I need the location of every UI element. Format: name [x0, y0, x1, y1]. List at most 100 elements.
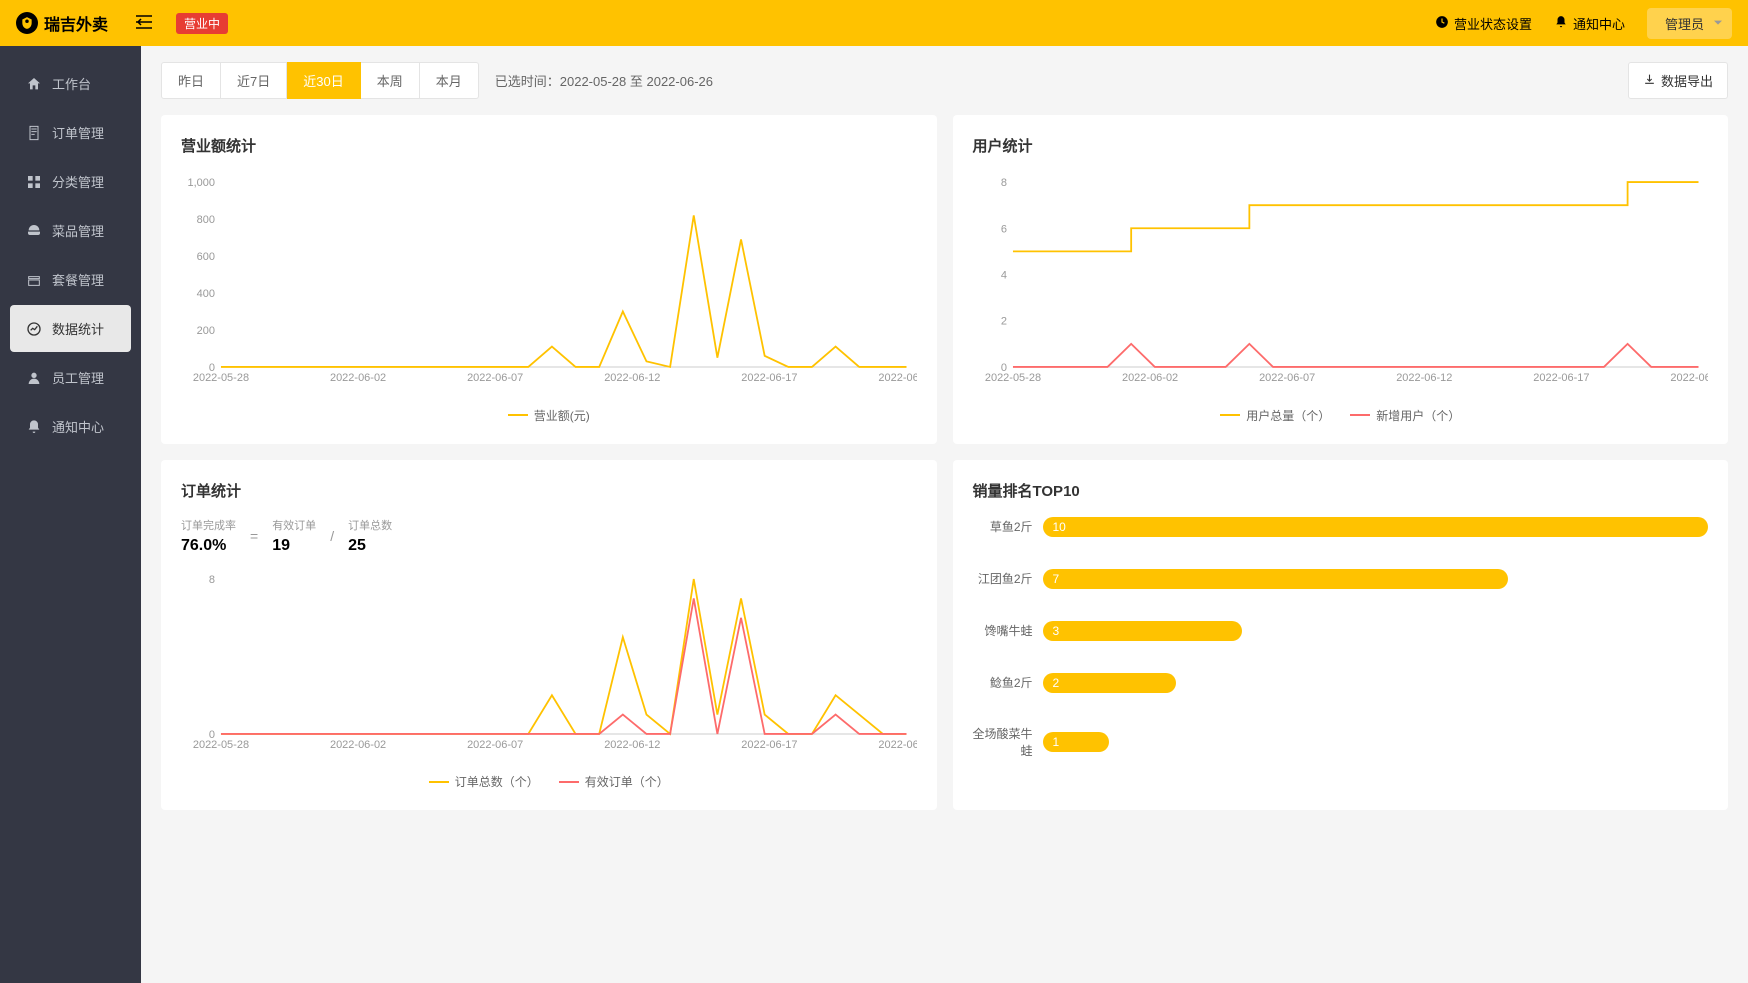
dish-icon [26, 223, 42, 239]
svg-text:2022-05-28: 2022-05-28 [193, 738, 249, 750]
rank-bar: 1 [1043, 732, 1110, 752]
sidebar-item-grid[interactable]: 分类管理 [10, 158, 131, 205]
time-tab-3[interactable]: 本周 [361, 62, 420, 99]
rank-bar: 7 [1043, 569, 1509, 589]
rank-label: 江团鱼2斤 [973, 570, 1033, 587]
order-chart: 082022-05-282022-06-022022-06-072022-06-… [181, 569, 917, 759]
grid-icon [26, 174, 42, 190]
legend-item: 订单总数（个） [429, 773, 539, 790]
legend-item: 用户总量（个） [1220, 407, 1330, 424]
legend-item: 有效订单（个） [559, 773, 669, 790]
svg-text:6: 6 [1000, 223, 1006, 235]
legend-item: 营业额(元) [508, 407, 590, 424]
sidebar-item-bell[interactable]: 通知中心 [10, 403, 131, 450]
user-title: 用户统计 [973, 135, 1709, 156]
order-legend: 订单总数（个） 有效订单（个） [181, 772, 917, 791]
sidebar-item-order[interactable]: 订单管理 [10, 109, 131, 156]
rank-bar: 2 [1043, 673, 1176, 693]
rank-label: 全场酸菜牛蛙 [973, 725, 1033, 759]
svg-text:2022-06-02: 2022-06-02 [330, 738, 386, 750]
rank-bar: 3 [1043, 621, 1243, 641]
logo: 瑞吉外卖 [16, 11, 108, 35]
sidebar-item-dish[interactable]: 菜品管理 [10, 207, 131, 254]
revenue-legend: 营业额(元) [181, 405, 917, 424]
sidebar-item-user[interactable]: 员工管理 [10, 354, 131, 401]
sidebar: 工作台订单管理分类管理菜品管理套餐管理数据统计员工管理通知中心 [0, 46, 141, 983]
sidebar-item-label: 工作台 [52, 74, 91, 93]
sidebar-item-label: 菜品管理 [52, 221, 104, 240]
valid-label: 有效订单 [272, 517, 316, 533]
valid-value: 19 [272, 537, 316, 555]
export-button[interactable]: 数据导出 [1628, 62, 1728, 99]
svg-text:2022-05-28: 2022-05-28 [984, 372, 1040, 384]
svg-text:2022-05-28: 2022-05-28 [193, 372, 249, 384]
menu-toggle-icon[interactable] [136, 15, 152, 32]
order-title: 订单统计 [181, 480, 917, 501]
svg-text:600: 600 [197, 251, 215, 263]
svg-text:2022-06-07: 2022-06-07 [467, 372, 523, 384]
rank-label: 草鱼2斤 [973, 518, 1033, 535]
svg-text:2022-06-12: 2022-06-12 [604, 738, 660, 750]
sidebar-item-home[interactable]: 工作台 [10, 60, 131, 107]
order-summary: 订单完成率 76.0% = 有效订单 19 / 订单总数 25 [181, 517, 917, 555]
user-icon [26, 370, 42, 386]
total-value: 25 [348, 537, 392, 555]
svg-text:2: 2 [1000, 316, 1006, 328]
legend-item: 新增用户（个） [1350, 407, 1460, 424]
combo-icon [26, 272, 42, 288]
order-card: 订单统计 订单完成率 76.0% = 有效订单 19 / 订单总数 25 082… [161, 460, 937, 811]
revenue-card: 营业额统计 02004006008001,0002022-05-282022-0… [161, 115, 937, 444]
rank-row: 草鱼2斤10 [973, 517, 1709, 537]
sidebar-item-label: 套餐管理 [52, 270, 104, 289]
time-range-tabs: 昨日近7日近30日本周本月 已选时间：2022-05-28 至 2022-06-… [161, 62, 713, 99]
logo-icon [16, 12, 38, 34]
svg-text:2022-06-02: 2022-06-02 [330, 372, 386, 384]
header-right: 营业状态设置 通知中心 管理员 [1435, 8, 1732, 39]
home-icon [26, 76, 42, 92]
rank-label: 馋嘴牛蛙 [973, 622, 1033, 639]
bell-icon [1554, 15, 1568, 32]
svg-text:800: 800 [197, 214, 215, 226]
svg-text:2022-06-17: 2022-06-17 [741, 738, 797, 750]
rank-row: 馋嘴牛蛙 3 [973, 621, 1709, 641]
svg-text:2022-06-02: 2022-06-02 [1121, 372, 1177, 384]
svg-text:4: 4 [1000, 270, 1006, 282]
time-tab-1[interactable]: 近7日 [221, 62, 287, 99]
notification-link[interactable]: 通知中心 [1554, 14, 1625, 33]
svg-text:8: 8 [1000, 177, 1006, 189]
selected-date-range: 已选时间：2022-05-28 至 2022-06-26 [495, 71, 713, 90]
ranking-list: 草鱼2斤10 江团鱼2斤 7 馋嘴牛蛙 3 鲶鱼2斤2 全场酸菜牛蛙 1 [973, 517, 1709, 759]
business-status-link[interactable]: 营业状态设置 [1435, 14, 1532, 33]
app-name: 瑞吉外卖 [44, 11, 108, 35]
svg-text:2022-06-12: 2022-06-12 [604, 372, 660, 384]
svg-text:2022-06-07: 2022-06-07 [467, 738, 523, 750]
sidebar-item-combo[interactable]: 套餐管理 [10, 256, 131, 303]
stats-icon [26, 321, 42, 337]
order-icon [26, 125, 42, 141]
time-tab-4[interactable]: 本月 [420, 62, 479, 99]
status-badge: 营业中 [176, 13, 228, 34]
time-tab-2[interactable]: 近30日 [287, 62, 360, 99]
admin-dropdown[interactable]: 管理员 [1647, 8, 1732, 39]
svg-text:2022-06-22: 2022-06-22 [878, 372, 916, 384]
svg-text:1,000: 1,000 [187, 177, 215, 189]
ranking-card: 销量排名TOP10 草鱼2斤10 江团鱼2斤 7 馋嘴牛蛙 3 鲶鱼2斤2 全场酸菜牛蛙 1 [953, 460, 1729, 811]
rank-row: 鲶鱼2斤2 [973, 673, 1709, 693]
svg-text:2022-06-07: 2022-06-07 [1259, 372, 1315, 384]
svg-text:2022-06-17: 2022-06-17 [741, 372, 797, 384]
rank-row: 江团鱼2斤 7 [973, 569, 1709, 589]
sidebar-item-label: 数据统计 [52, 319, 104, 338]
sidebar-item-label: 通知中心 [52, 417, 104, 436]
sidebar-item-stats[interactable]: 数据统计 [10, 305, 131, 352]
time-tab-0[interactable]: 昨日 [161, 62, 221, 99]
revenue-title: 营业额统计 [181, 135, 917, 156]
svg-text:2022-06-22: 2022-06-22 [878, 738, 916, 750]
bell-icon [26, 419, 42, 435]
svg-text:8: 8 [209, 574, 215, 586]
sidebar-item-label: 员工管理 [52, 368, 104, 387]
svg-text:2022-06-22: 2022-06-22 [1670, 372, 1708, 384]
ranking-title: 销量排名TOP10 [973, 480, 1709, 501]
rank-row: 全场酸菜牛蛙 1 [973, 725, 1709, 759]
svg-text:200: 200 [197, 325, 215, 337]
completion-label: 订单完成率 [181, 517, 236, 533]
